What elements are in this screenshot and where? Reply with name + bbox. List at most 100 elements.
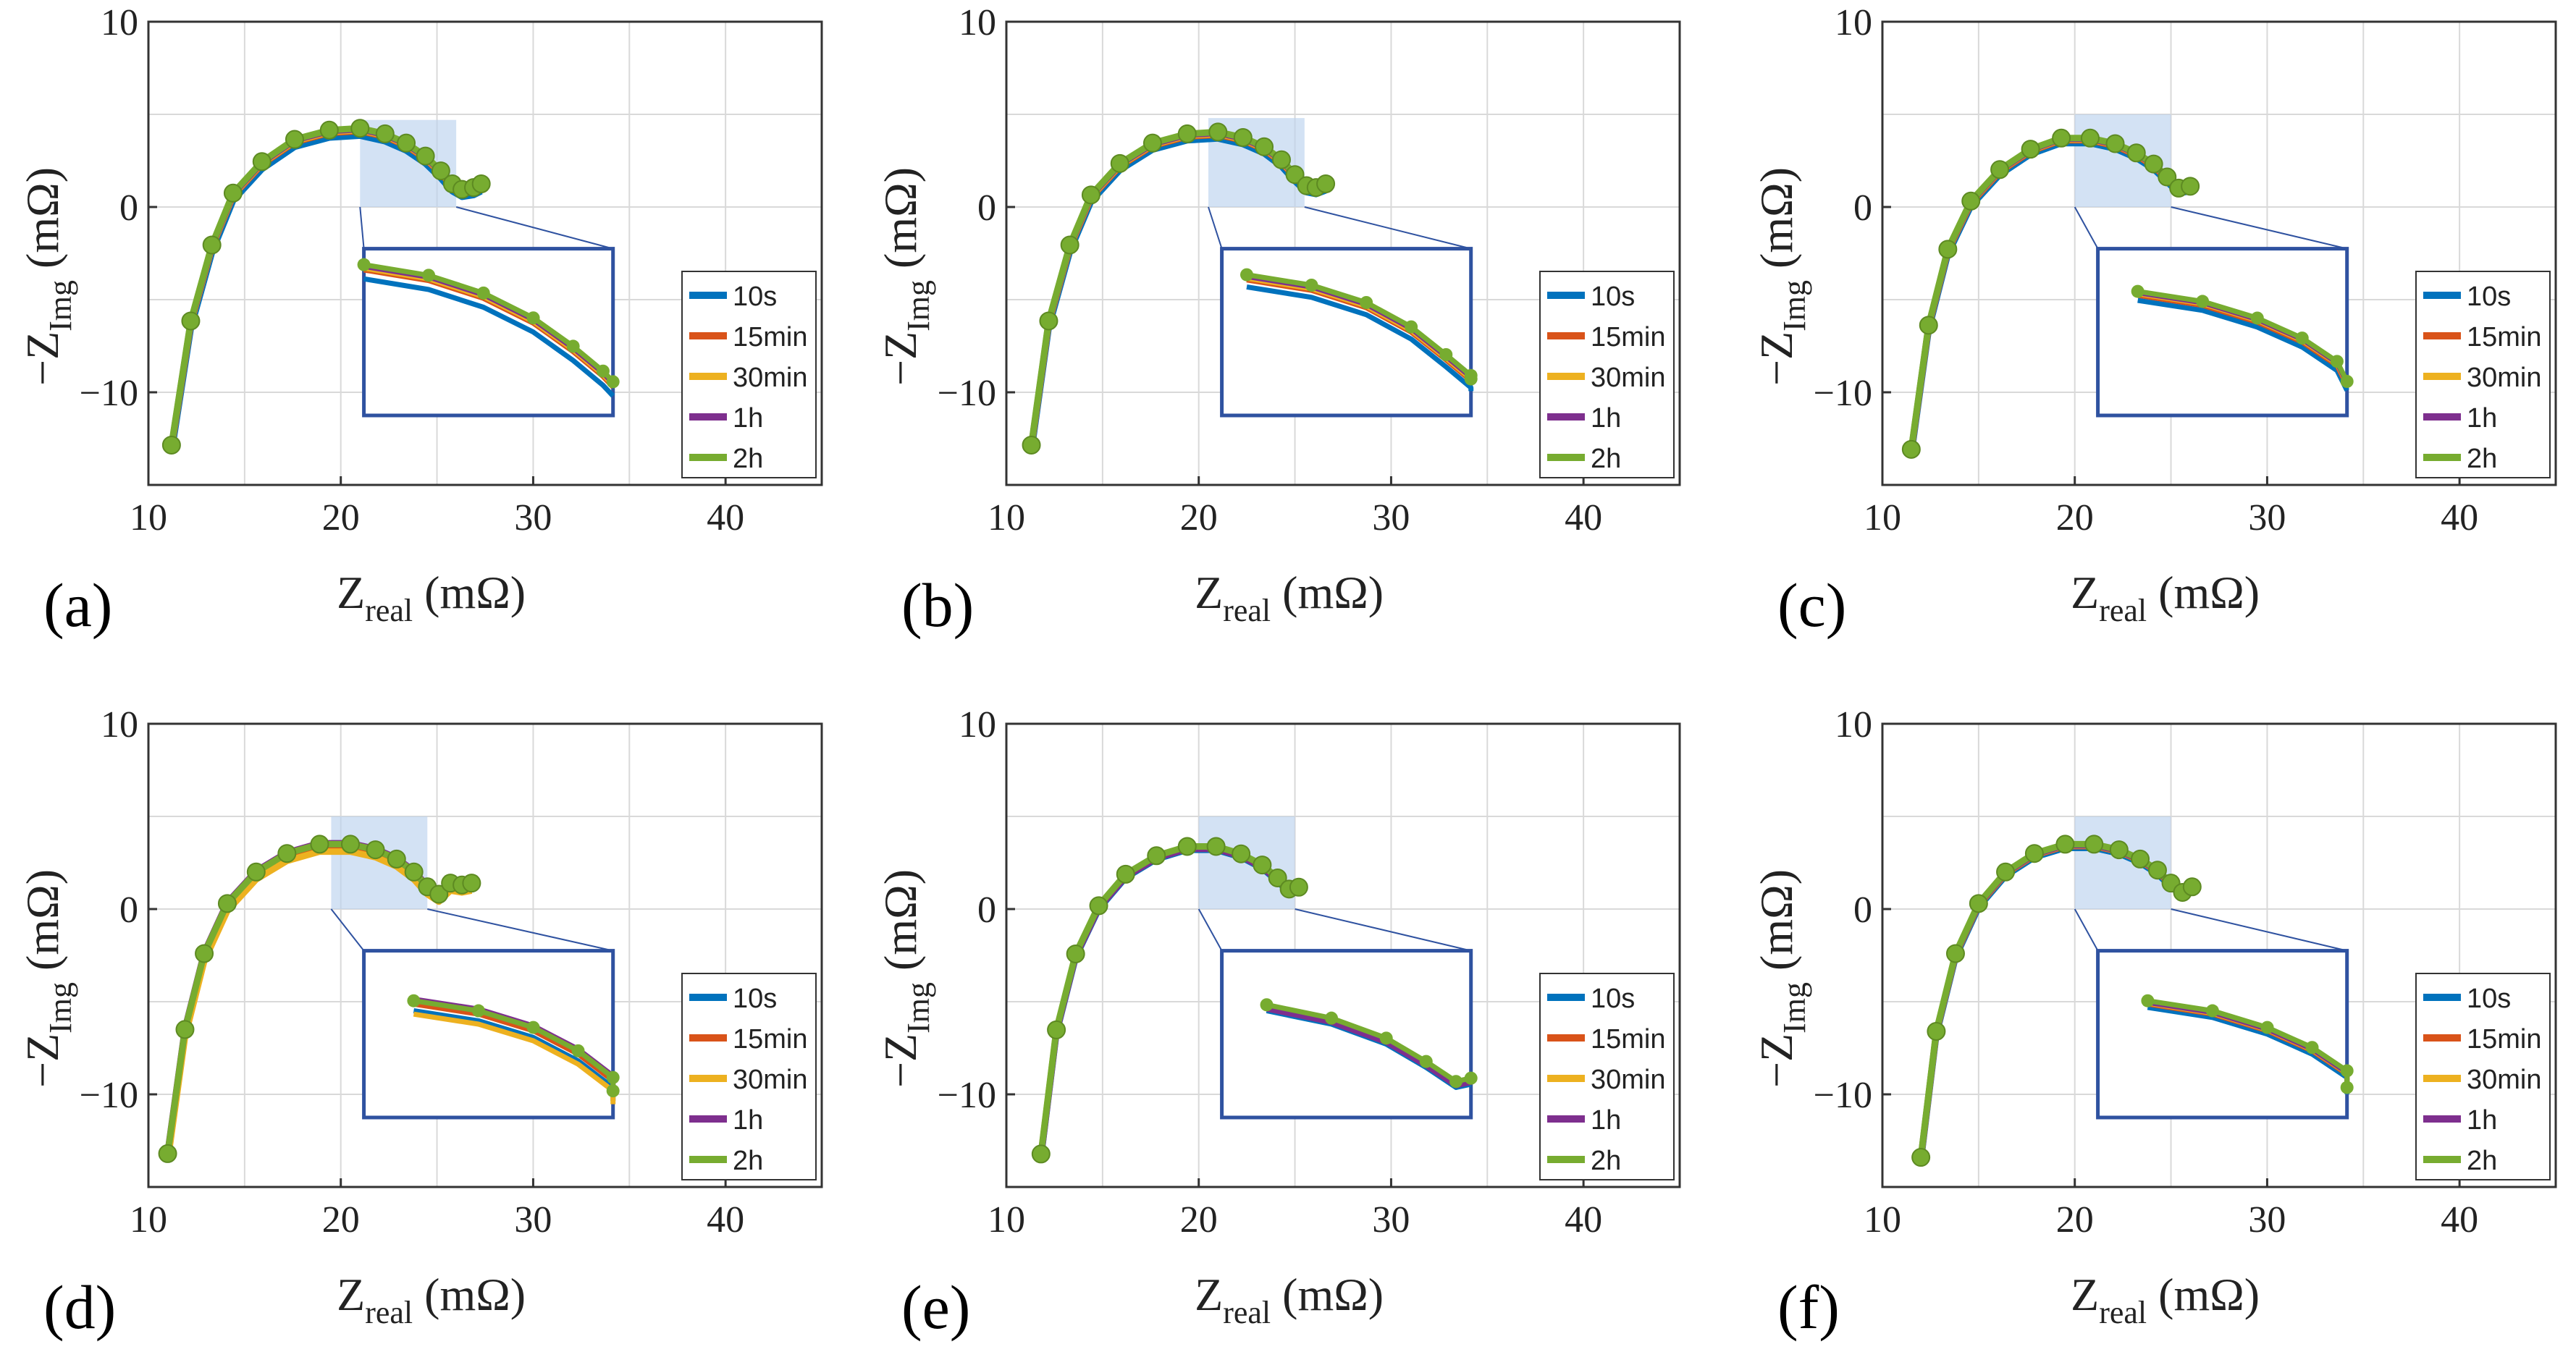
- inset-data-point: [526, 1021, 540, 1034]
- inset-data-point: [2196, 295, 2210, 308]
- x-tick-label: 30: [514, 1199, 552, 1241]
- data-point: [181, 311, 201, 331]
- x-axis-label: Zreal (mΩ): [2071, 1269, 2260, 1330]
- zoom-connector: [1197, 908, 1223, 952]
- inset-data-point: [1405, 320, 1418, 334]
- zoom-connector: [455, 206, 613, 250]
- inset-frame: [2096, 247, 2349, 418]
- x-tick-label: 10: [988, 497, 1025, 538]
- data-point: [1969, 894, 1988, 913]
- data-point: [1022, 435, 1041, 455]
- x-label-main: Z: [337, 1269, 365, 1320]
- data-point: [1268, 868, 1287, 887]
- data-point: [2126, 143, 2146, 163]
- x-label-main: Z: [1195, 1269, 1223, 1320]
- data-point: [2105, 134, 2125, 153]
- data-point: [2131, 849, 2150, 869]
- data-point: [1039, 311, 1058, 331]
- y-axis-label: −ZImg (mΩ): [875, 869, 936, 1088]
- y-label-sub: Img: [1777, 280, 1812, 331]
- data-point: [2080, 128, 2100, 148]
- x-label-sub: real: [1223, 593, 1271, 628]
- y-tick-label: −10: [938, 1075, 996, 1116]
- data-point: [1927, 1021, 1946, 1041]
- data-point: [471, 174, 491, 193]
- inset-data-point: [2305, 1041, 2319, 1055]
- x-label-main: Z: [1195, 567, 1223, 618]
- data-point: [1060, 235, 1079, 255]
- x-tick-label: 20: [322, 497, 360, 538]
- legend-label-2h: 2h: [733, 1146, 763, 1176]
- data-point: [1233, 128, 1253, 147]
- inset-frame: [1220, 247, 1473, 418]
- inset-data-point: [2330, 355, 2344, 368]
- data-point: [2084, 835, 2104, 854]
- zoom-connector: [2171, 908, 2347, 952]
- data-point: [404, 862, 424, 882]
- x-label-unit: (mΩ): [413, 1269, 526, 1320]
- data-point: [1271, 150, 1291, 169]
- x-axis-label: Zreal (mΩ): [2071, 567, 2260, 628]
- legend-label-1h: 1h: [2467, 1105, 2497, 1136]
- legend-label-15min: 15min: [2467, 1024, 2542, 1055]
- inset-data-point: [1464, 372, 1478, 386]
- data-point: [1116, 864, 1135, 884]
- legend-label-2h: 2h: [1591, 1146, 1621, 1176]
- x-tick-label: 20: [322, 1199, 360, 1241]
- x-axis-label: Zreal (mΩ): [337, 567, 526, 628]
- data-point: [1081, 185, 1100, 205]
- zoom-connector: [1304, 206, 1471, 250]
- zoom-connector: [1208, 206, 1223, 249]
- inset-data-point: [566, 339, 580, 353]
- panel-label: (c): [1777, 570, 1846, 640]
- x-label-unit: (mΩ): [2147, 1269, 2260, 1320]
- axes-frame: [1881, 20, 2557, 486]
- y-tick-label: 0: [1853, 890, 1872, 931]
- x-label-sub: real: [2099, 593, 2147, 628]
- panel-label: (b): [901, 570, 974, 640]
- x-tick-label: 30: [514, 497, 552, 538]
- inset-frame: [1220, 949, 1473, 1120]
- y-axis-label: −ZImg (mΩ): [875, 167, 936, 386]
- y-tick-label: 0: [977, 890, 996, 931]
- y-tick-label: −10: [938, 373, 996, 414]
- y-label-main: −Z: [875, 331, 926, 386]
- data-point: [1945, 944, 1965, 963]
- data-point: [397, 133, 416, 153]
- y-label-unit: (mΩ): [17, 869, 68, 982]
- data-point: [1911, 1148, 1931, 1167]
- legend-label-2h: 2h: [733, 444, 763, 474]
- legend-label-15min: 15min: [2467, 322, 2542, 352]
- data-point: [1285, 165, 1305, 185]
- inset-data-point: [471, 1004, 485, 1018]
- data-point: [1206, 837, 1226, 856]
- axes-frame: [147, 20, 823, 486]
- data-point: [277, 844, 297, 863]
- data-point: [1255, 137, 1274, 156]
- legend-label-2h: 2h: [1591, 444, 1621, 474]
- legend: 10s 15min 30min 1h 2h: [2415, 271, 2551, 478]
- x-label-main: Z: [2071, 1269, 2099, 1320]
- data-point: [1047, 1020, 1066, 1039]
- data-point: [2055, 835, 2075, 854]
- zoom-connector: [1295, 908, 1471, 952]
- y-label-main: −Z: [875, 1034, 926, 1088]
- legend: 10s 15min 30min 1h 2h: [681, 271, 817, 478]
- y-tick-label: 0: [119, 890, 138, 931]
- x-label-sub: real: [2099, 1295, 2147, 1330]
- data-point: [217, 894, 237, 913]
- inset-data-point: [526, 311, 540, 325]
- inset-data-point: [2205, 1004, 2219, 1018]
- legend-label-30min: 30min: [1591, 1065, 1666, 1095]
- zoom-connector: [359, 206, 365, 249]
- y-tick-label: −10: [1814, 1075, 1872, 1116]
- x-tick-label: 30: [1372, 497, 1410, 538]
- x-label-unit: (mΩ): [1271, 567, 1384, 618]
- data-point: [2024, 844, 2044, 863]
- legend: 10s 15min 30min 1h 2h: [2415, 973, 2551, 1180]
- legend-label-30min: 30min: [733, 363, 808, 393]
- inset-data-point: [2340, 374, 2354, 388]
